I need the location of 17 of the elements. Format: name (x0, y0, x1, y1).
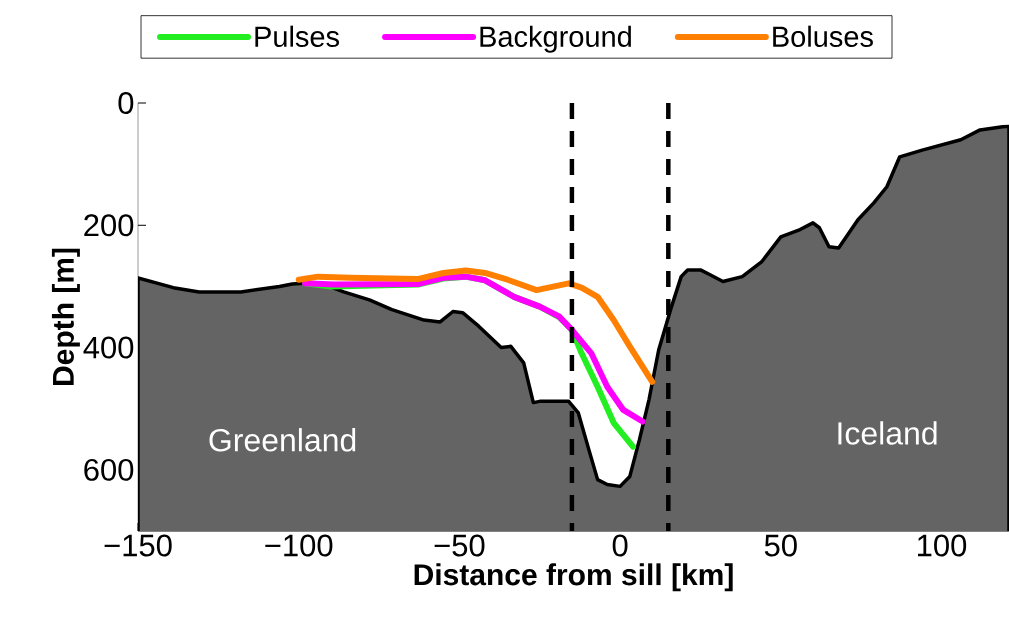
x-tick-label: 100 (918, 534, 967, 557)
legend-label: Boluses (773, 25, 873, 47)
y-tick-label: 0 (118, 92, 134, 114)
x-axis-title: Distance from sill [km] (414, 563, 733, 592)
x-tick-label: −150 (104, 534, 172, 557)
y-tick-label: 400 (83, 336, 134, 359)
annotation: Iceland (838, 421, 937, 445)
x-tick-label: −100 (265, 534, 333, 557)
y-tick-label: 600 (84, 458, 134, 481)
y-tick-label: 200 (84, 214, 134, 237)
annotation: Greenland (209, 428, 356, 452)
legend-label: Background (480, 25, 631, 53)
x-tick-label: 0 (612, 534, 628, 557)
x-tick-label: 50 (764, 534, 797, 557)
legend-label: Pulses (255, 25, 340, 47)
x-tick-label: −50 (434, 534, 485, 557)
y-axis-title: Depth [m] (51, 248, 80, 385)
